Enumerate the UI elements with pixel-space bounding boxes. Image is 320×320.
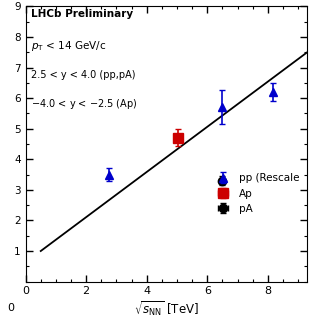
Text: $p_{\rm T}$ < 14 GeV/c: $p_{\rm T}$ < 14 GeV/c — [31, 39, 107, 53]
Text: LHCb Preliminary: LHCb Preliminary — [31, 9, 133, 19]
Text: 2.5 < y < 4.0 (pp,pA): 2.5 < y < 4.0 (pp,pA) — [31, 70, 136, 80]
Text: $-$4.0 < y < $-$2.5 (Ap): $-$4.0 < y < $-$2.5 (Ap) — [31, 97, 138, 111]
X-axis label: $\sqrt{s_{\rm NN}}$ [TeV]: $\sqrt{s_{\rm NN}}$ [TeV] — [134, 299, 199, 318]
Text: 0: 0 — [7, 303, 14, 313]
Legend: pp (Rescale, Ap, pA: pp (Rescale, Ap, pA — [213, 171, 302, 216]
